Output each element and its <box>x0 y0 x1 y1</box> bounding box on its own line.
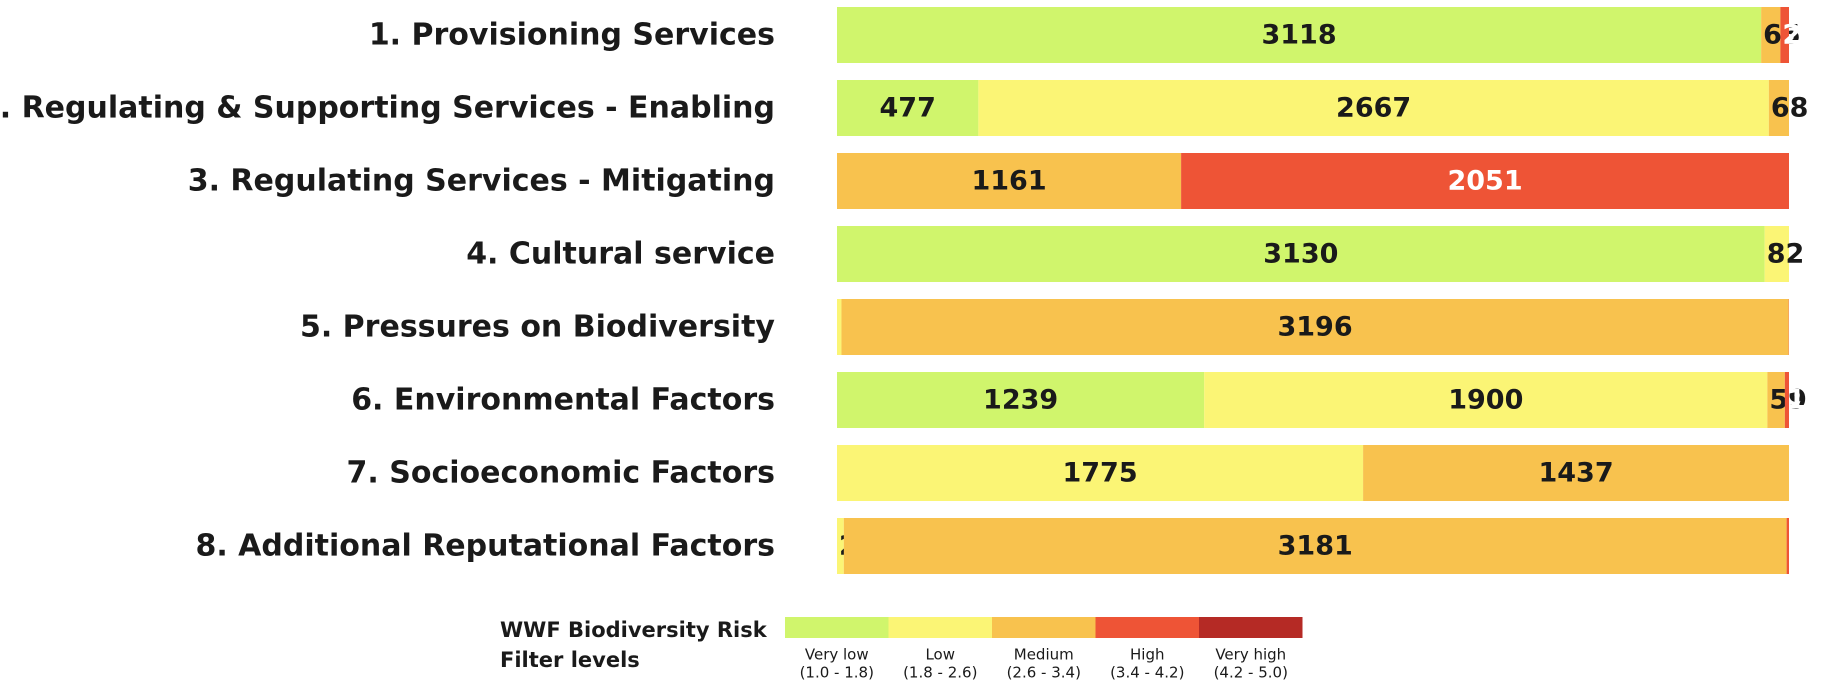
legend-range: (1.8 - 2.6) <box>903 664 977 682</box>
bar-segment <box>1181 153 1789 209</box>
bar-segment <box>837 80 979 136</box>
bar-segment <box>837 518 844 574</box>
bar-segment <box>837 372 1205 428</box>
legend-title: WWF Biodiversity Risk <box>500 618 768 642</box>
bar-segment <box>841 299 1789 355</box>
category-label: 8. Additional Reputational Factors <box>195 529 775 564</box>
value-label: 8 <box>1789 531 1808 562</box>
bar-segment <box>978 80 1769 136</box>
legend-range: (1.0 - 1.8) <box>800 664 874 682</box>
legend-swatch <box>785 617 889 638</box>
legend-label: High <box>1130 646 1164 664</box>
category-label: 1. Provisioning Services <box>369 18 775 53</box>
category-label: 5. Pressures on Biodiversity <box>300 310 775 345</box>
bar-segment <box>1761 7 1781 63</box>
legend-label: Medium <box>1014 646 1074 664</box>
value-label: 82 <box>1767 239 1805 270</box>
bar-segment <box>837 153 1182 209</box>
value-label: 3118 <box>1261 20 1336 51</box>
value-label: 3181 <box>1278 531 1353 562</box>
bar-segment <box>843 518 1787 574</box>
legend-label: Low <box>925 646 955 664</box>
bar-segment <box>1780 7 1789 63</box>
category-label: 3. Regulating Services - Mitigating <box>188 164 775 199</box>
value-label: 1775 <box>1062 458 1137 489</box>
value-label: 2051 <box>1447 166 1522 197</box>
bar-segment <box>1764 226 1789 282</box>
value-label: 2667 <box>1336 93 1411 124</box>
category-label: 7. Socioeconomic Factors <box>347 456 775 491</box>
value-label: 1239 <box>983 385 1058 416</box>
bar-segment <box>837 7 1762 63</box>
legend-swatch <box>992 617 1096 638</box>
bar-segment <box>1767 372 1785 428</box>
legend-swatch <box>1199 617 1303 638</box>
bar-segment <box>837 299 842 355</box>
value-label: 1900 <box>1448 385 1523 416</box>
value-label: 3130 <box>1263 239 1338 270</box>
legend-label: Very low <box>805 646 869 664</box>
legend-range: (4.2 - 5.0) <box>1214 664 1288 682</box>
value-label: 1437 <box>1538 458 1613 489</box>
value-label: 14 <box>1787 385 1825 416</box>
legend-swatch <box>1095 617 1199 638</box>
bar-segment <box>1204 372 1768 428</box>
value-label: 68 <box>1771 93 1809 124</box>
category-label: 2. Regulating & Supporting Services - En… <box>0 91 775 126</box>
bar-segment <box>1363 445 1789 501</box>
value-label: 477 <box>880 93 936 124</box>
legend-swatch <box>888 617 992 638</box>
category-label: 4. Cultural service <box>466 237 775 272</box>
legend-title: Filter levels <box>500 648 640 672</box>
bar-segment <box>1784 372 1789 428</box>
bar-segment <box>837 445 1364 501</box>
value-label: 29 <box>1782 20 1820 51</box>
legend-range: (3.4 - 4.2) <box>1110 664 1184 682</box>
bar-segment <box>1786 518 1789 574</box>
value-label: 1 <box>1791 312 1810 343</box>
legend-range: (2.6 - 3.4) <box>1007 664 1081 682</box>
bar-segment <box>837 226 1765 282</box>
value-label: 3196 <box>1277 312 1352 343</box>
bar-segment <box>1768 80 1789 136</box>
legend-label: Very high <box>1215 646 1286 664</box>
value-label: 1161 <box>971 166 1046 197</box>
category-label: 6. Environmental Factors <box>351 383 775 418</box>
